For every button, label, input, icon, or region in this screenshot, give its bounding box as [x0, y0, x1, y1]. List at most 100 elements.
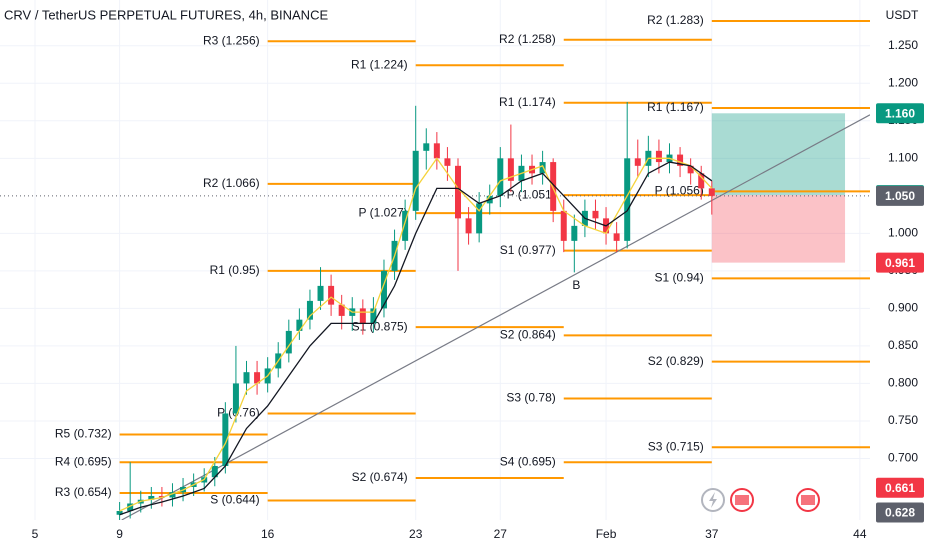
candle-body [677, 154, 684, 166]
pivot-label: P (1.027) [359, 205, 408, 219]
profit-zone [711, 113, 846, 196]
pivot-label: R1 (1.174) [499, 95, 556, 109]
trendline [121, 114, 870, 520]
price-tag [876, 502, 924, 523]
candle-body [116, 510, 123, 515]
pivot-label: S2 (0.864) [500, 328, 556, 342]
pivot-label: S2 (0.829) [648, 354, 704, 368]
pivot-label: S3 (0.78) [506, 391, 555, 405]
flag-glyph [801, 495, 815, 505]
price-axis-bg [870, 0, 932, 550]
candle-body [634, 158, 641, 166]
candle-body [613, 233, 620, 241]
pivot-label: R2 (1.066) [203, 176, 260, 190]
x-tick-label: 44 [853, 527, 867, 541]
candle-body [380, 270, 387, 309]
candle-body [370, 308, 377, 324]
pivot-label: R1 (1.167) [647, 100, 704, 114]
candle-body [222, 413, 229, 466]
price-tag-label: 0.661 [885, 481, 915, 495]
candle-body [359, 308, 366, 324]
candle-body [402, 210, 409, 241]
candle-body [296, 319, 303, 331]
price-tag [876, 252, 924, 273]
pivot-label: S1 (0.977) [500, 243, 556, 257]
pivot-label: R2 (1.283) [647, 13, 704, 27]
candle-body [444, 158, 451, 166]
price-axis: 0.7000.7500.8000.8500.9000.9501.0001.100… [870, 0, 932, 550]
y-tick-label: 0.700 [888, 451, 918, 465]
y-tick-label: 1.000 [888, 226, 918, 240]
y-tick-label: 1.200 [888, 75, 918, 89]
candle-body [317, 285, 324, 301]
pivot-label: R5 (0.732) [55, 427, 112, 441]
pivot-label: P (1.056) [655, 184, 704, 198]
x-tick-label: Feb [596, 527, 617, 541]
chart-title: CRV / TetherUS PERPETUAL FUTURES, 4h, BI… [4, 7, 328, 22]
candle-body [338, 304, 345, 316]
y-tick-label: 0.750 [888, 413, 918, 427]
pivot-label: R3 (0.654) [55, 485, 112, 499]
candle-body [698, 173, 705, 189]
pivot-label: R1 (1.224) [351, 57, 408, 71]
candle-body [476, 203, 483, 234]
y-tick-label: 1.250 [888, 38, 918, 52]
y-tick-label: 0.900 [888, 301, 918, 315]
lightning-glyph [709, 492, 717, 508]
pivot-label: S1 (0.94) [654, 271, 703, 285]
candle-body [539, 162, 546, 174]
pivot-label: S2 (0.674) [352, 470, 408, 484]
y-tick-label: 0.850 [888, 338, 918, 352]
candle-body [455, 165, 462, 219]
candle-body [169, 492, 176, 498]
price-tag-label: 0.961 [885, 256, 915, 270]
candle-body [423, 143, 430, 151]
pivot-label: R1 (0.95) [210, 263, 260, 277]
candle-body [127, 503, 134, 511]
candle-body [655, 150, 662, 163]
price-tag-label: 1.050 [885, 189, 915, 203]
x-tick-label: 9 [116, 527, 123, 541]
candle-body [687, 165, 694, 174]
candle-body [243, 372, 250, 384]
candle-body [571, 225, 578, 241]
price-tag [876, 103, 924, 124]
pivot-label: R4 (0.695) [55, 454, 112, 468]
x-tick-label: 23 [409, 527, 423, 541]
x-tick-label: 37 [705, 527, 719, 541]
pivot-label: P (1.051) [507, 187, 556, 201]
candle-body [148, 495, 155, 500]
pivot-label: S (0.644) [210, 493, 259, 507]
grid [0, 0, 870, 520]
candle-body [328, 285, 335, 305]
price-tag-label: 0.628 [885, 506, 915, 520]
candle-body [550, 162, 557, 211]
pivot-label: R2 (1.258) [499, 32, 556, 46]
x-tick-label: 5 [32, 527, 39, 541]
candle-body [624, 158, 631, 241]
x-tick-label: 16 [261, 527, 275, 541]
candle-body [497, 158, 504, 196]
pivot-label: S3 (0.715) [648, 439, 704, 453]
plot-area: R3 (1.256) R1 (1.224) R2 (1.258) R2 (1.283)… [0, 13, 870, 520]
x-tick-label: 27 [494, 527, 508, 541]
y-tick-label: 0.800 [888, 376, 918, 390]
candle-body [708, 188, 715, 196]
candle-body [306, 300, 313, 320]
y-tick-label: 1.100 [888, 150, 918, 164]
candle-body [592, 210, 599, 219]
flag-glyph [735, 495, 749, 505]
candle-body [285, 330, 292, 354]
loss-zone [711, 195, 846, 263]
candle-body [507, 158, 514, 181]
pivot-label: R3 (1.256) [203, 33, 260, 47]
candle-body [254, 372, 261, 384]
annotation: B [572, 278, 580, 292]
candle-body [433, 143, 440, 159]
candle-body [158, 495, 165, 498]
candle-body [465, 218, 472, 234]
price-tag [876, 477, 924, 498]
candle-body [232, 383, 239, 414]
pivot-label: S4 (0.695) [500, 454, 556, 468]
